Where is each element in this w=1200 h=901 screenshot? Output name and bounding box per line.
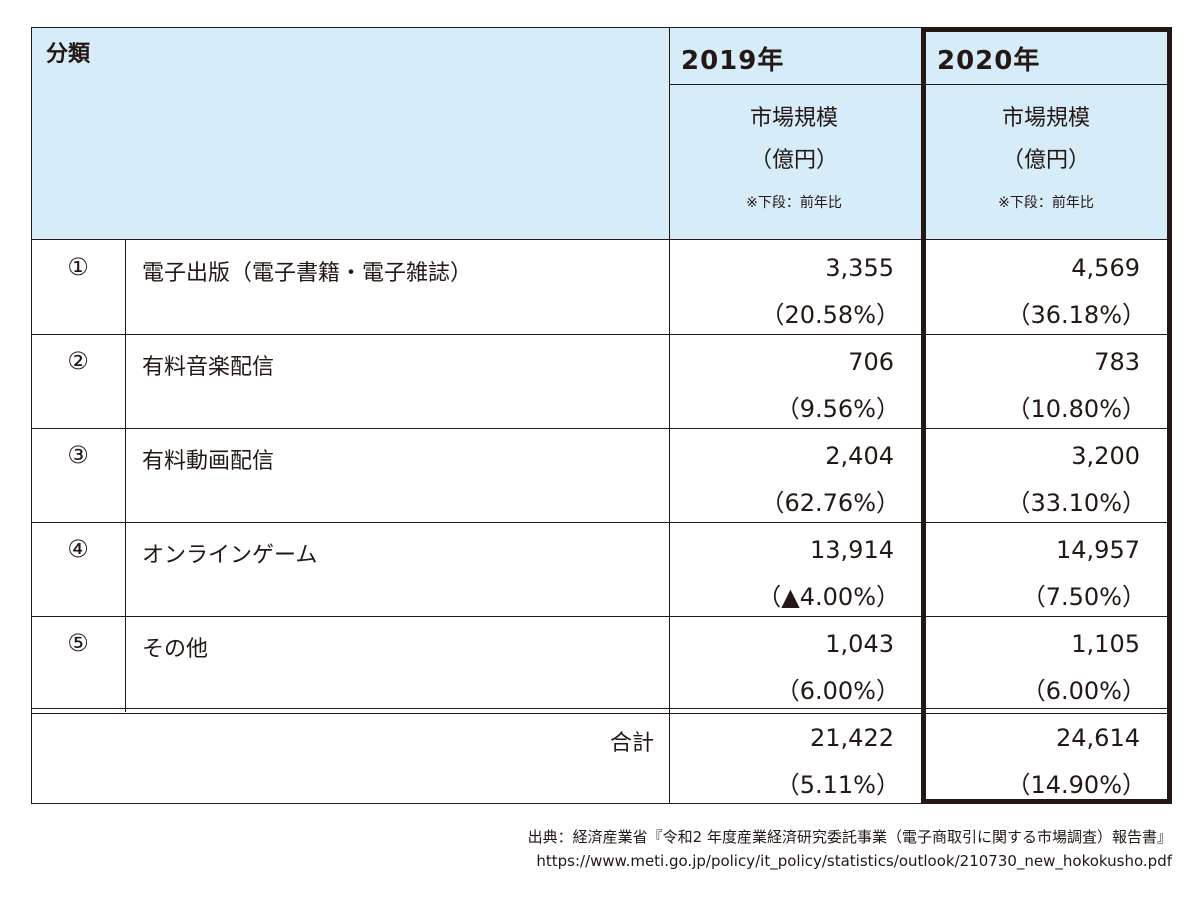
header-unit-2020: （億円）	[1001, 148, 1090, 173]
ratio-2020: （33.10%）	[1006, 489, 1146, 517]
value-2019: 13,914	[810, 536, 894, 564]
row-divider-1	[31, 334, 1171, 335]
ratio-2019: （20.58%）	[760, 301, 900, 329]
total-ratio-2019: （5.11%）	[775, 771, 900, 799]
row-number: ③	[67, 441, 89, 469]
value-2019: 1,043	[825, 630, 894, 658]
ratio-2019: （6.00%）	[775, 677, 900, 705]
total-value-2020: 24,614	[1056, 724, 1140, 752]
value-2019: 706	[848, 348, 894, 376]
ratio-2020: （10.80%）	[1006, 395, 1146, 423]
source-citation: 出典：経済産業省『令和2 年度産業経済研究委託事業（電子商取引に関する市場調査）…	[527, 828, 1172, 846]
ratio-2020: （36.18%）	[1006, 301, 1146, 329]
header-market-size-2020: 市場規模	[1001, 106, 1090, 131]
row-divider-2	[31, 428, 1171, 429]
total-ratio-2020: （14.90%）	[1006, 771, 1146, 799]
header-bottom-line	[31, 239, 1171, 240]
ratio-2019: （9.56%）	[775, 395, 900, 423]
total-double-line-top	[31, 708, 1171, 709]
ratio-2019: （▲4.00%）	[757, 583, 900, 611]
row-label: オンラインゲーム	[142, 543, 318, 568]
value-2020: 3,200	[1071, 442, 1140, 470]
value-2019: 3,355	[825, 254, 894, 282]
row-divider-4	[31, 616, 1171, 617]
header-note-2019: ※下段：前年比	[746, 195, 842, 211]
row-divider-3	[31, 522, 1171, 523]
header-market-size-2019: 市場規模	[749, 106, 838, 131]
row-label: 有料音楽配信	[142, 355, 275, 380]
header-category: 分類	[46, 42, 91, 67]
ratio-2020: （7.50%）	[1021, 583, 1146, 611]
row-label: 有料動画配信	[142, 449, 275, 474]
value-2020: 4,569	[1071, 254, 1140, 282]
total-value-2019: 21,422	[810, 724, 894, 752]
row-number: ④	[67, 535, 89, 563]
ratio-2019: （62.76%）	[760, 489, 900, 517]
header-year-2019: 2019年	[681, 46, 785, 76]
row-number: ⑤	[67, 629, 89, 657]
header-unit-2019: （億円）	[749, 148, 838, 173]
row-number: ②	[67, 347, 89, 375]
col-divider-number	[125, 239, 126, 712]
total-double-line-bottom	[31, 713, 1171, 714]
ratio-2020: （6.00%）	[1021, 677, 1146, 705]
col-divider-year	[669, 27, 670, 804]
value-2019: 2,404	[825, 442, 894, 470]
total-label: 合計	[610, 731, 655, 756]
value-2020: 783	[1094, 348, 1140, 376]
highlight-2020-box	[921, 27, 1172, 804]
header-background	[31, 27, 1171, 239]
row-number: ①	[67, 253, 89, 281]
row-label: 電子出版（電子書籍・電子雑誌）	[142, 261, 473, 286]
header-year-divider	[669, 84, 1171, 85]
source-url: https://www.meti.go.jp/policy/it_policy/…	[536, 852, 1172, 870]
header-note-2020: ※下段：前年比	[998, 195, 1094, 211]
value-2020: 14,957	[1056, 536, 1140, 564]
value-2020: 1,105	[1071, 630, 1140, 658]
header-year-2020: 2020年	[937, 46, 1041, 76]
row-label: その他	[142, 637, 209, 662]
